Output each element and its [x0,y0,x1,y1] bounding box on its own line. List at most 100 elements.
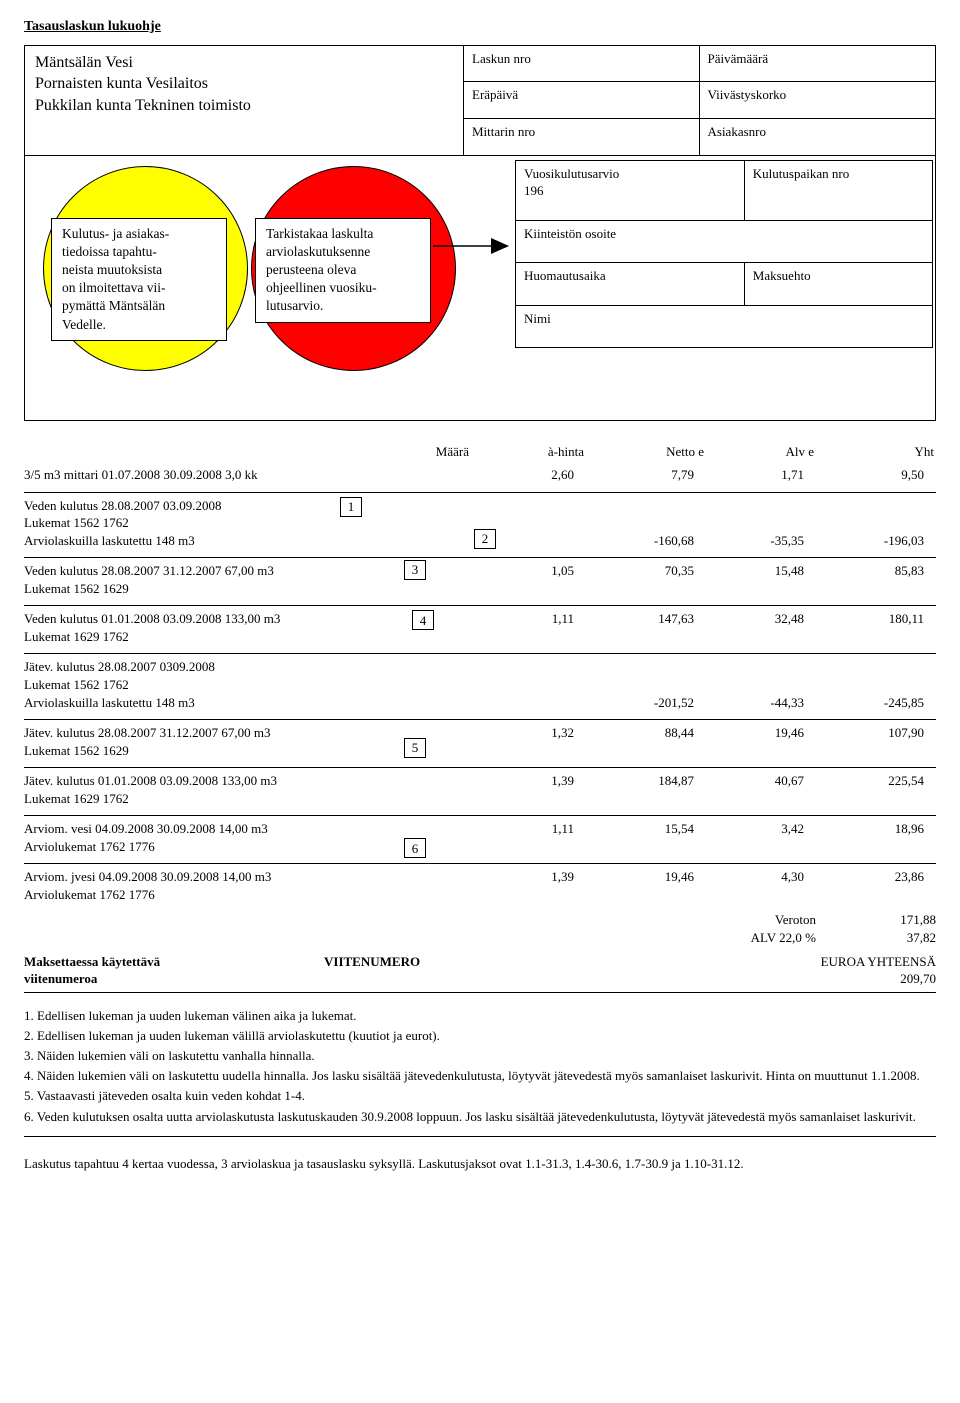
totals: Veroton 171,88 ALV 22,0 % 37,82 [24,911,936,946]
estimate-label: Vuosikulutusarvio [524,166,619,181]
billing-table: Määrä à-hinta Netto e Alv e Yht 3/5 m3 m… [24,443,936,993]
hdr-alv: Alv e [704,443,814,461]
meter-alv: 1,71 [694,466,804,484]
callout-left: Kulutus- ja asiakas- tiedoissa tapahtu- … [51,218,227,341]
payment-box: Maksettaessa käytettävä viitenumeroa VII… [24,951,936,988]
unit: 1,32 [464,724,574,742]
property-label: Kiinteistön osoite [516,221,932,264]
callout-num-6: 6 [404,838,426,858]
callout-num-5: 5 [404,738,426,758]
net: -160,68 [574,532,694,550]
tot: -245,85 [804,694,924,712]
page-title: Tasauslaskun lukuohje [24,18,936,37]
footnote: 4. Näiden lukemien väli on laskutettu uu… [24,1067,936,1085]
net: 70,35 [574,562,694,580]
unit: 1,39 [464,868,574,886]
callout-num-2: 2 [474,529,496,549]
callout-num-4: 4 [412,610,434,630]
line: Lukemat 1629 1762 [24,628,936,646]
line: Arviolukemat 1762 1776 [24,838,936,856]
tot: 107,90 [804,724,924,742]
footnote: 1. Edellisen lukeman ja uuden lukeman vä… [24,1007,936,1025]
sender-line-3: Pukkilan kunta Tekninen toimisto [35,95,453,117]
estimated-waste: Arviom. jvesi 04.09.2008 30.09.2008 14,0… [24,868,936,903]
footnotes: 1. Edellisen lukeman ja uuden lukeman vä… [24,1007,936,1126]
line: Arviolaskuilla laskutettu 148 m3 [24,532,464,550]
line: Lukemat 1562 1629 [24,742,936,760]
net: -201,52 [574,694,694,712]
line: Arviom. vesi 04.09.2008 30.09.2008 14,00… [24,820,464,838]
unit: 1,11 [464,820,574,838]
water-reading-block: Veden kulutus 28.08.2007 03.09.2008 Luke… [24,497,936,550]
estimate-cell: Vuosikulutusarvio 196 [516,161,745,221]
due-label: Huomautusaika [516,263,745,306]
meter-tot: 9,50 [804,466,924,484]
pay-instruction: Maksettaessa käytettävä viitenumeroa [24,953,264,988]
euro-value: 209,70 [900,971,936,986]
alv: 19,46 [694,724,804,742]
vat-value: 37,82 [816,929,936,947]
callout-num-1: 1 [340,497,362,517]
unit: 1,39 [464,772,574,790]
alv: 4,30 [694,868,804,886]
line: Veden kulutus 28.08.2007 31.12.2007 67,0… [24,562,464,580]
final-paragraph: Laskutus tapahtuu 4 kertaa vuodessa, 3 a… [24,1155,936,1173]
invoice-meta-box: Laskun nro Päivämäärä Eräpäivä Viivästys… [464,45,936,156]
footnote: 5. Vastaavasti jäteveden osalta kuin ved… [24,1087,936,1105]
line: Lukemat 1562 1762 [24,676,936,694]
footnote: 6. Veden kulutuksen osalta uutta arviola… [24,1108,936,1126]
line: Lukemat 1562 1629 [24,580,936,598]
hdr-tot: Yht [814,443,934,461]
sender-line-2: Pornaisten kunta Vesilaitos [35,73,453,95]
meter-row: 3/5 m3 mittari 01.07.2008 30.09.2008 3,0… [24,466,936,484]
hdr-net: Netto e [584,443,704,461]
meta-cell: Mittarin nro [464,119,700,155]
waste-reading-block: Jätev. kulutus 28.08.2007 0309.2008 Luke… [24,658,936,711]
footnote: 3. Näiden lukemien väli on laskutettu va… [24,1047,936,1065]
net: 184,87 [574,772,694,790]
meter-label: 3/5 m3 mittari 01.07.2008 30.09.2008 3,0… [24,466,464,484]
net: 19,46 [574,868,694,886]
alv: -35,35 [694,532,804,550]
alv: 40,67 [694,772,804,790]
meta-cell: Viivästyskorko [700,82,936,119]
property-meta-box: Vuosikulutusarvio 196 Kulutuspaikan nro … [515,160,933,349]
meta-cell: Eräpäivä [464,82,700,119]
alv: 32,48 [694,610,804,628]
name-label: Nimi [516,306,932,348]
line: Lukemat 1629 1762 [24,790,936,808]
line: Veden kulutus 28.08.2007 03.09.2008 [24,497,936,515]
circles-area: Kulutus- ja asiakas- tiedoissa tapahtu- … [25,156,465,420]
location-label: Kulutuspaikan nro [745,161,932,221]
tot: 225,54 [804,772,924,790]
callout-right: Tarkistakaa laskulta arviolaskutuksenne … [255,218,431,323]
line: Jätev. kulutus 01.01.2008 03.09.2008 133… [24,772,464,790]
net: 88,44 [574,724,694,742]
meta-cell: Asiakasnro [700,119,936,155]
net: 147,63 [574,610,694,628]
hdr-qty: Määrä [349,443,469,461]
payterm-label: Maksuehto [745,263,932,306]
alv: 15,48 [694,562,804,580]
alv: 3,42 [694,820,804,838]
water-period-2: Veden kulutus 01.01.2008 03.09.2008 133,… [24,610,936,645]
sender-line-1: Mäntsälän Vesi [35,52,453,74]
tot: -196,03 [804,532,924,550]
sender-box: Mäntsälän Vesi Pornaisten kunta Vesilait… [24,45,464,156]
line: Arviom. jvesi 04.09.2008 30.09.2008 14,0… [24,868,464,886]
tot: 23,86 [804,868,924,886]
meter-net: 7,79 [574,466,694,484]
alv: -44,33 [694,694,804,712]
reference-heading: VIITENUMERO [324,953,420,988]
water-period-1: Veden kulutus 28.08.2007 31.12.2007 67,0… [24,562,936,597]
vat-label: ALV 22,0 % [666,929,816,947]
billing-header-row: Määrä à-hinta Netto e Alv e Yht [24,443,936,461]
grand-total: EUROA YHTEENSÄ 209,70 [821,953,936,988]
euro-label: EUROA YHTEENSÄ [821,954,936,969]
net-total-label: Veroton [666,911,816,929]
meta-cell: Laskun nro [464,46,700,83]
net: 15,54 [574,820,694,838]
callout-num-3: 3 [404,560,426,580]
meter-unit: 2,60 [464,466,574,484]
estimated-water: Arviom. vesi 04.09.2008 30.09.2008 14,00… [24,820,936,855]
